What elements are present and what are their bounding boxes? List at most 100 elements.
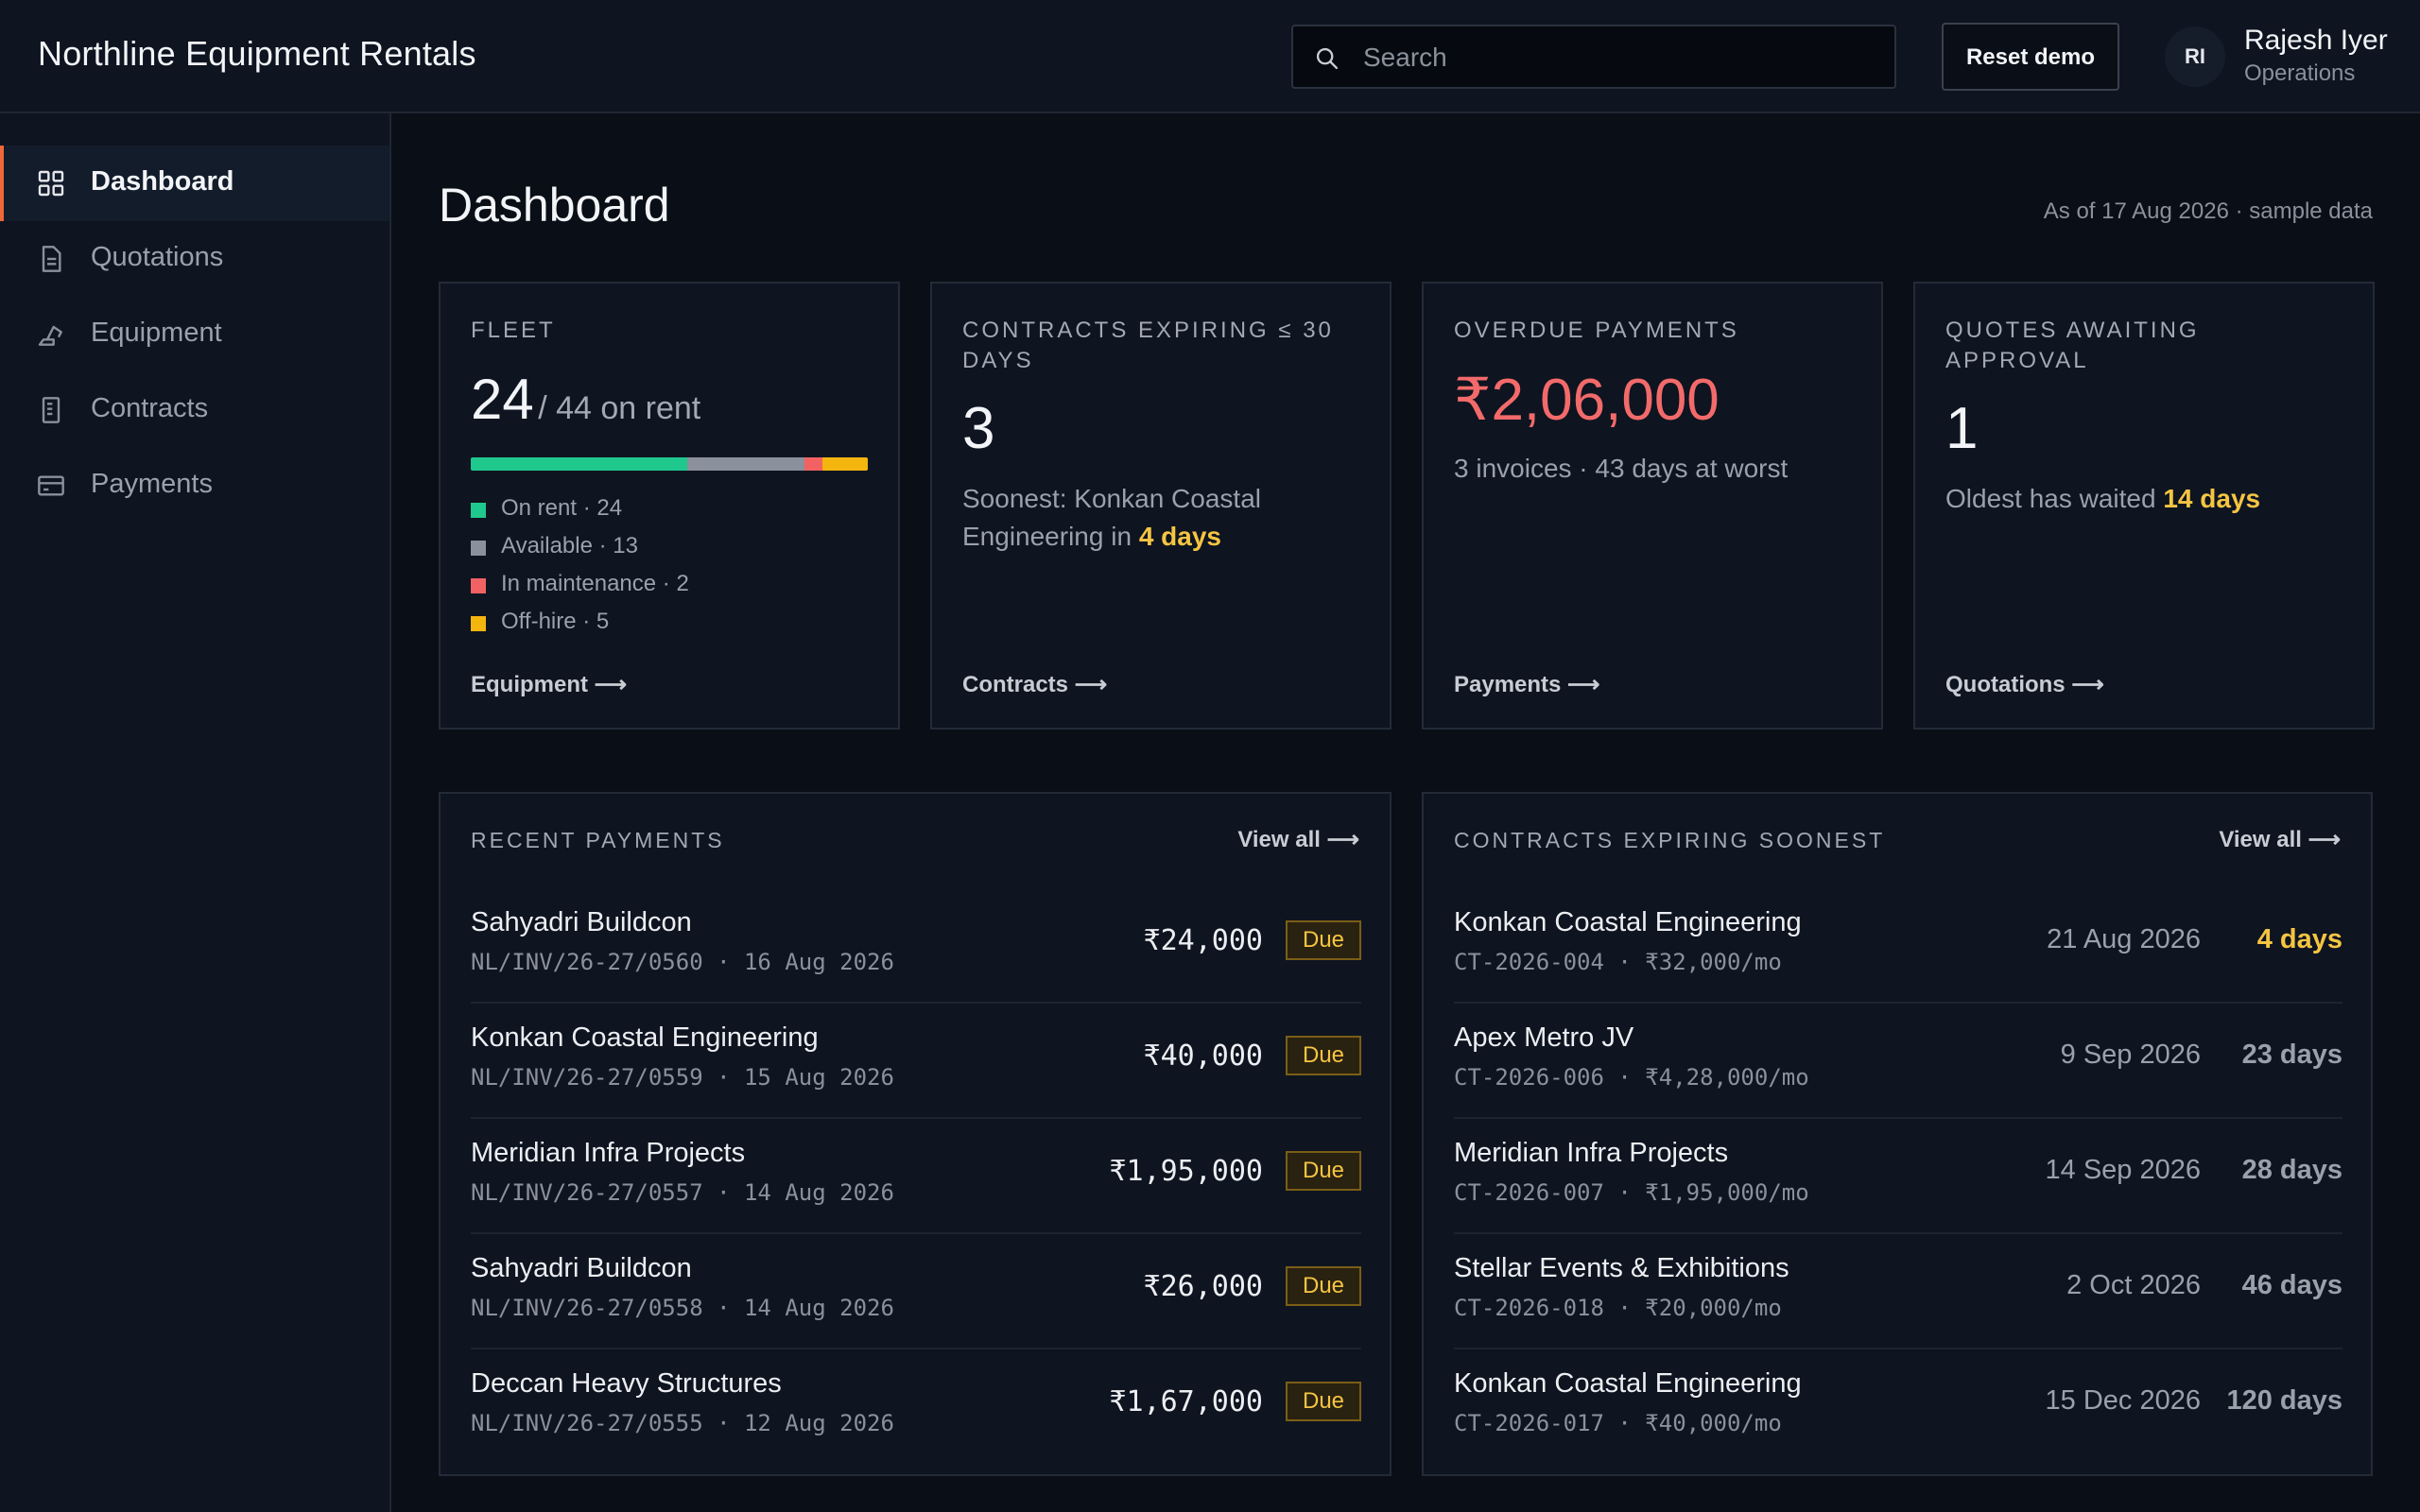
app-title: Northline Equipment Rentals <box>38 34 476 73</box>
payment-meta: NL/INV/26-27/0560 · 16 Aug 2026 <box>471 949 894 975</box>
fleet-bar-segment-in-maintenance <box>804 457 823 471</box>
recent-payments-panel: RECENT PAYMENTS View all ⟶ Sahyadri Buil… <box>439 792 1392 1476</box>
table-row[interactable]: Konkan Coastal Engineering CT-2026-004 ·… <box>1454 888 2342 1004</box>
fleet-stacked-bar <box>471 457 868 471</box>
search-icon <box>1316 47 1339 70</box>
contract-meta: CT-2026-004 · ₹32,000/mo <box>1454 949 1782 975</box>
payment-client: Deccan Heavy Structures <box>471 1368 782 1399</box>
sidebar-item-equipment[interactable]: Equipment <box>0 297 389 372</box>
status-badge: Due <box>1286 1266 1361 1306</box>
table-row[interactable]: Sahyadri Buildcon NL/INV/26-27/0558 · 14… <box>471 1234 1361 1349</box>
document-icon <box>42 246 61 272</box>
panel-title: CONTRACTS EXPIRING SOONEST <box>1454 828 1886 852</box>
contracts-expiring-value: 3 <box>962 396 995 461</box>
overdue-amount: ₹2,06,000 <box>1454 368 1720 433</box>
payment-amount: ₹1,67,000 <box>1109 1385 1263 1418</box>
sidebar-item-label: Quotations <box>91 242 224 272</box>
table-row[interactable]: Apex Metro JV CT-2026-006 · ₹4,28,000/mo… <box>1454 1004 2342 1119</box>
excavator-icon <box>38 325 62 346</box>
sidebar-item-label: Dashboard <box>91 166 234 197</box>
card-label: CONTRACTS EXPIRING ≤ 30 DAYS <box>962 318 1334 373</box>
grid-icon <box>38 170 64 197</box>
legend-label: Off-hire · 5 <box>501 609 610 634</box>
fleet-on-rent-value: 24 <box>471 368 534 431</box>
payments-link[interactable]: Payments ⟶ <box>1454 672 1600 697</box>
legend-swatch <box>471 541 486 556</box>
text-prefix: Oldest has waited <box>1945 484 2164 513</box>
contracts-expiring-text: Soonest: Konkan Coastal Engineering in 4… <box>962 480 1359 556</box>
fleet-bar-segment-available <box>687 457 805 471</box>
days-remaining: 120 days <box>2226 1385 2342 1416</box>
sidebar-item-quotations[interactable]: Quotations <box>0 221 389 297</box>
payment-meta: NL/INV/26-27/0555 · 12 Aug 2026 <box>471 1410 894 1436</box>
payment-amount: ₹1,95,000 <box>1109 1155 1263 1188</box>
table-row[interactable]: Konkan Coastal Engineering NL/INV/26-27/… <box>471 1004 1361 1119</box>
contract-meta: CT-2026-017 · ₹40,000/mo <box>1454 1410 1782 1436</box>
contract-client: Stellar Events & Exhibitions <box>1454 1253 1789 1283</box>
table-row[interactable]: Meridian Infra Projects CT-2026-007 · ₹1… <box>1454 1119 2342 1234</box>
equipment-link[interactable]: Equipment ⟶ <box>471 672 628 697</box>
contract-end-date: 9 Sep 2026 <box>2060 1040 2201 1070</box>
sidebar-item-contracts[interactable]: Contracts <box>0 372 389 448</box>
payment-amount: ₹24,000 <box>1143 924 1263 957</box>
contract-end-date: 21 Aug 2026 <box>2047 924 2201 954</box>
quotes-awaiting-card: QUOTES AWAITING APPROVAL 1 Oldest has wa… <box>1913 282 2375 730</box>
view-all-payments-link[interactable]: View all ⟶ <box>1237 827 1359 852</box>
fleet-card: FLEET 24 / 44 on rent On rent · 24 Avail… <box>439 282 900 730</box>
page-title: Dashboard <box>439 179 670 232</box>
legend-label: Available · 13 <box>501 533 638 558</box>
sidebar-item-label: Contracts <box>91 393 209 423</box>
contract-meta: CT-2026-018 · ₹20,000/mo <box>1454 1295 1782 1321</box>
fleet-bar-segment-off-hire <box>822 457 868 471</box>
fleet-bar-segment-on-rent <box>471 457 688 471</box>
contract-end-date: 15 Dec 2026 <box>2045 1385 2201 1416</box>
card-label: QUOTES AWAITING APPROVAL <box>1945 318 2200 373</box>
status-badge: Due <box>1286 1036 1361 1075</box>
sidebar-item-dashboard[interactable]: Dashboard <box>0 146 389 221</box>
view-all-contracts-link[interactable]: View all ⟶ <box>2219 827 2341 852</box>
panel-title: RECENT PAYMENTS <box>471 828 725 852</box>
contract-client: Konkan Coastal Engineering <box>1454 907 1802 937</box>
quotes-awaiting-text: Oldest has waited 14 days <box>1945 480 2342 518</box>
days-remaining: 46 days <box>2241 1270 2342 1300</box>
highlight-days: 14 days <box>2163 484 2261 513</box>
table-row[interactable]: Konkan Coastal Engineering CT-2026-017 ·… <box>1454 1349 2342 1465</box>
contracts-link[interactable]: Contracts ⟶ <box>962 672 1108 697</box>
user-role: Operations <box>2244 60 2356 86</box>
table-row[interactable]: Deccan Heavy Structures NL/INV/26-27/055… <box>471 1349 1361 1465</box>
overdue-payments-card: OVERDUE PAYMENTS ₹2,06,000 3 invoices · … <box>1422 282 1883 730</box>
legend-swatch <box>471 616 486 631</box>
avatar[interactable]: RI <box>2165 26 2225 87</box>
table-row[interactable]: Sahyadri Buildcon NL/INV/26-27/0560 · 16… <box>471 888 1361 1004</box>
payment-client: Meridian Infra Projects <box>471 1138 746 1168</box>
contract-meta: CT-2026-006 · ₹4,28,000/mo <box>1454 1064 1809 1091</box>
quotes-awaiting-value: 1 <box>1945 396 1979 461</box>
table-row[interactable]: Stellar Events & Exhibitions CT-2026-018… <box>1454 1234 2342 1349</box>
contract-end-date: 14 Sep 2026 <box>2045 1155 2201 1185</box>
status-badge: Due <box>1286 1382 1361 1421</box>
card-icon <box>38 475 64 496</box>
card-label: OVERDUE PAYMENTS <box>1454 318 1739 343</box>
contract-icon <box>42 397 60 423</box>
sidebar: Dashboard Quotations Equipment Contracts <box>0 113 391 1512</box>
sidebar-item-payments[interactable]: Payments <box>0 448 389 524</box>
quotations-link[interactable]: Quotations ⟶ <box>1945 672 2104 697</box>
search-input[interactable] <box>1361 26 1876 89</box>
table-row[interactable]: Meridian Infra Projects NL/INV/26-27/055… <box>471 1119 1361 1234</box>
contracts-expiring-card: CONTRACTS EXPIRING ≤ 30 DAYS 3 Soonest: … <box>930 282 1392 730</box>
legend-label: In maintenance · 2 <box>501 571 689 596</box>
legend-swatch <box>471 503 486 518</box>
payment-client: Konkan Coastal Engineering <box>471 1022 819 1053</box>
legend-swatch <box>471 578 486 593</box>
status-badge: Due <box>1286 920 1361 960</box>
highlight-days: 4 days <box>1138 522 1221 551</box>
sidebar-item-label: Equipment <box>91 318 222 348</box>
days-remaining: 4 days <box>2256 924 2342 954</box>
search-box[interactable] <box>1291 25 1896 89</box>
payment-amount: ₹26,000 <box>1143 1270 1263 1303</box>
reset-demo-button[interactable]: Reset demo <box>1942 23 2119 91</box>
top-bar: Northline Equipment Rentals Reset demo R… <box>0 0 2420 113</box>
text-prefix: Soonest: Konkan Coastal Engineering in <box>962 484 1261 551</box>
overdue-text: 3 invoices · 43 days at worst <box>1454 454 1789 483</box>
days-remaining: 28 days <box>2241 1155 2342 1185</box>
